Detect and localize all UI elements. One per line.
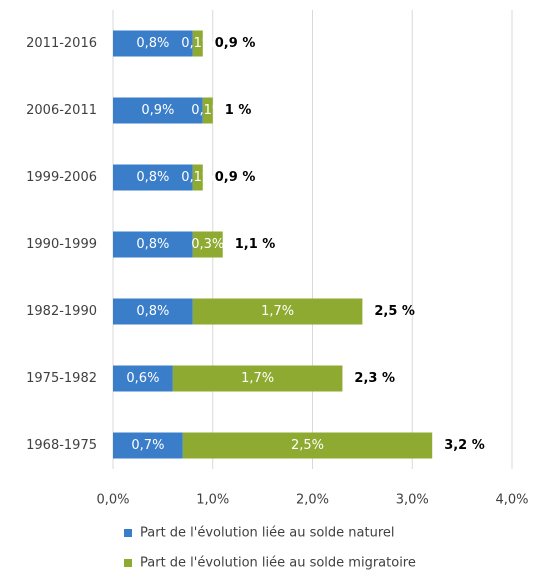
total-label: 0,9 % (215, 36, 256, 51)
total-label: 0,9 % (215, 170, 256, 185)
data-label: 0,9% (141, 103, 174, 118)
bar-segment (113, 298, 193, 325)
x-tick-label: 3,0% (396, 493, 429, 508)
bar-segment (192, 231, 223, 258)
data-label: 0,6% (126, 371, 159, 386)
legend-swatch (124, 529, 132, 537)
bar-segment (113, 231, 193, 258)
y-tick-label: 1975-1982 (26, 371, 97, 386)
y-tick-label: 1999-2006 (26, 170, 97, 185)
total-label: 1 % (225, 103, 252, 118)
y-tick-label: 2011-2016 (26, 36, 97, 51)
data-label: 0,1% (181, 170, 214, 185)
data-label: 0,1% (191, 103, 224, 118)
bar-segment (192, 164, 203, 191)
x-tick-label: 0,0% (96, 493, 129, 508)
y-tick-label: 2006-2011 (26, 103, 97, 118)
bar-segment (113, 97, 203, 124)
legend-label: Part de l'évolution liée au solde migrat… (140, 556, 416, 571)
y-tick-label: 1990-1999 (26, 237, 97, 252)
legend-label: Part de l'évolution liée au solde nature… (140, 526, 395, 541)
total-label: 2,3 % (354, 371, 395, 386)
data-label: 0,8% (136, 304, 169, 319)
data-label: 1,7% (241, 371, 274, 386)
bar-segment (113, 30, 193, 57)
data-label: 0,1% (181, 36, 214, 51)
x-tick-label: 1,0% (196, 493, 229, 508)
legend-swatch (124, 559, 132, 567)
x-tick-label: 2,0% (296, 493, 329, 508)
data-label: 0,7% (131, 438, 164, 453)
bar-segment (192, 30, 203, 57)
bar-segment (113, 164, 193, 191)
data-label: 0,3% (191, 237, 224, 252)
y-tick-label: 1968-1975 (26, 438, 97, 453)
data-label: 0,8% (136, 237, 169, 252)
total-label: 2,5 % (374, 304, 415, 319)
data-label: 0,8% (136, 36, 169, 51)
bar-segment (202, 97, 213, 124)
y-tick-label: 1982-1990 (26, 304, 97, 319)
data-label: 2,5% (291, 438, 324, 453)
bar-segment (172, 365, 343, 392)
total-label: 1,1 % (235, 237, 276, 252)
x-tick-label: 4,0% (495, 493, 528, 508)
bar-segment (192, 298, 363, 325)
data-label: 1,7% (261, 304, 294, 319)
bar-segment (113, 365, 173, 392)
total-label: 3,2 % (444, 438, 485, 453)
bar-segment (113, 432, 183, 459)
data-label: 0,8% (136, 170, 169, 185)
bar-segment (182, 432, 433, 459)
